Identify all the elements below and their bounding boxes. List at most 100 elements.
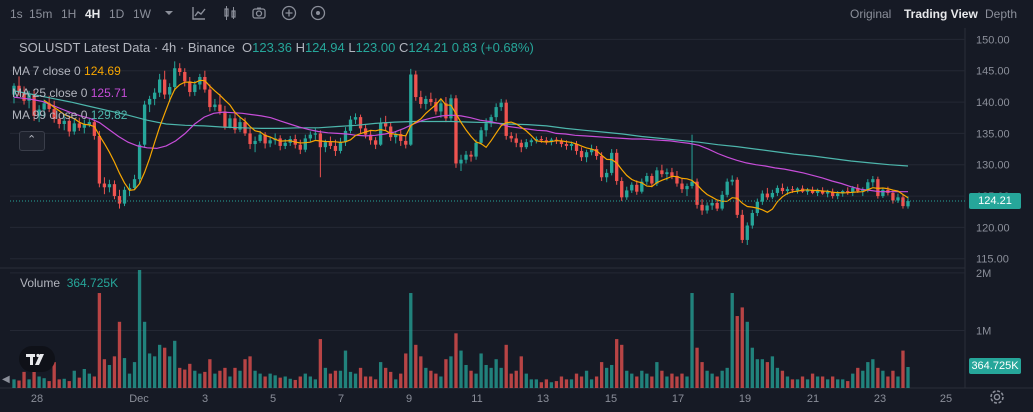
price-tick-label: 145.00: [976, 66, 1010, 78]
volume-bar: [720, 370, 724, 388]
volume-bar: [127, 373, 132, 388]
volume-bar: [444, 359, 448, 388]
candle-body: [389, 126, 393, 138]
candle-body: [223, 111, 227, 128]
candle-body: [765, 193, 770, 198]
volume-bar: [378, 362, 383, 388]
drawing-tools-icon[interactable]: [191, 5, 207, 21]
interval-1w[interactable]: 1W: [133, 7, 151, 21]
interval-4h[interactable]: 4H: [85, 7, 101, 21]
volume-bar: [635, 376, 639, 388]
candle-body: [303, 138, 307, 150]
volume-bar: [755, 359, 759, 388]
settings-circle-icon[interactable]: [310, 5, 326, 21]
candle-body: [846, 191, 850, 193]
ma7-legend[interactable]: MA 7 close 0 124.69: [12, 64, 121, 78]
interval-1h[interactable]: 1H: [61, 7, 77, 21]
volume-bar: [47, 381, 51, 388]
candle-body: [17, 85, 21, 93]
view-depth-button[interactable]: Depth: [985, 7, 1018, 21]
candle-body: [414, 74, 418, 98]
candle-body: [157, 79, 162, 93]
candle-body: [142, 104, 147, 145]
time-tick-label: 3: [202, 393, 208, 405]
volume-bar: [474, 373, 478, 388]
candle-body: [876, 179, 880, 197]
candle-body: [323, 142, 328, 148]
volume-bar: [92, 376, 97, 388]
time-tick-label: 9: [406, 393, 412, 405]
ma25-legend[interactable]: MA 25 close 0 125.71: [12, 86, 127, 100]
volume-bar: [489, 367, 493, 388]
candle-body: [72, 123, 76, 132]
interval-1d[interactable]: 1D: [109, 7, 125, 21]
candle-type-icon[interactable]: [222, 5, 238, 21]
candle-body: [539, 139, 544, 141]
ma99-legend[interactable]: MA 99 close 0 129.82: [12, 108, 127, 122]
ma25-label: MA 25 close 0: [12, 86, 88, 100]
candle-body: [213, 104, 217, 108]
candle-body: [178, 68, 182, 72]
candle-body: [459, 159, 463, 164]
volume-bar: [876, 367, 880, 388]
volume-bar: [594, 376, 599, 388]
interval-dropdown-icon[interactable]: [161, 5, 177, 21]
volume-bar: [660, 370, 664, 388]
ma25-line: [13, 96, 908, 193]
candle-body: [610, 152, 614, 173]
interval-1s[interactable]: 1s: [10, 7, 23, 21]
candle-body: [484, 123, 488, 131]
candle-body: [579, 150, 584, 158]
volume-bar: [569, 379, 574, 388]
volume-bar: [730, 293, 734, 388]
candle-body: [665, 172, 669, 175]
candle-body: [102, 183, 107, 188]
interval-15m[interactable]: 15m: [29, 7, 53, 21]
volume-bar: [67, 381, 71, 388]
candle-body: [313, 133, 318, 135]
collapse-legend-button[interactable]: ⌃: [19, 131, 45, 151]
add-indicator-icon[interactable]: [281, 5, 297, 21]
candle-body: [730, 179, 734, 182]
volume-bar: [831, 376, 835, 388]
candle-body: [836, 193, 840, 197]
volume-bar: [896, 376, 900, 388]
candle-body: [12, 85, 16, 95]
last-price-tag: 124.21: [969, 193, 1021, 209]
candle-body: [248, 133, 252, 145]
candle-body: [298, 144, 302, 150]
ma99-label: MA 99 close 0: [12, 108, 88, 122]
time-tick-label: 17: [672, 393, 684, 405]
tradingview-logo[interactable]: [19, 346, 55, 372]
candle-body: [67, 120, 71, 132]
candle-body: [258, 134, 262, 141]
candle-body: [208, 89, 212, 108]
volume-bar: [419, 356, 423, 388]
volume-bar: [22, 371, 26, 388]
volume-bar: [353, 373, 358, 388]
volume-bar: [137, 270, 142, 388]
scroll-left-icon[interactable]: ◀: [2, 374, 10, 385]
volume-bar: [680, 373, 684, 388]
volume-bar: [906, 367, 910, 388]
candle-body: [82, 124, 86, 128]
volume-tick-label: 1M: [976, 325, 991, 337]
candle-body: [378, 122, 383, 145]
volume-bar: [574, 373, 579, 388]
volume-bar: [599, 362, 604, 388]
volume-bar: [554, 381, 559, 388]
view-trading-view-button[interactable]: Trading View: [904, 7, 978, 21]
volume-bar: [363, 376, 368, 388]
camera-icon[interactable]: [251, 5, 267, 21]
gear-icon[interactable]: [988, 388, 1006, 406]
candle-body: [87, 122, 91, 125]
candle-body: [775, 187, 780, 193]
candle-body: [52, 108, 56, 119]
volume-bar: [484, 364, 488, 388]
volume-bar: [630, 373, 634, 388]
volume-bar: [122, 358, 127, 388]
volume-bar: [655, 362, 659, 388]
view-original-button[interactable]: Original: [850, 7, 892, 21]
time-tick-label: Dec: [129, 393, 149, 405]
